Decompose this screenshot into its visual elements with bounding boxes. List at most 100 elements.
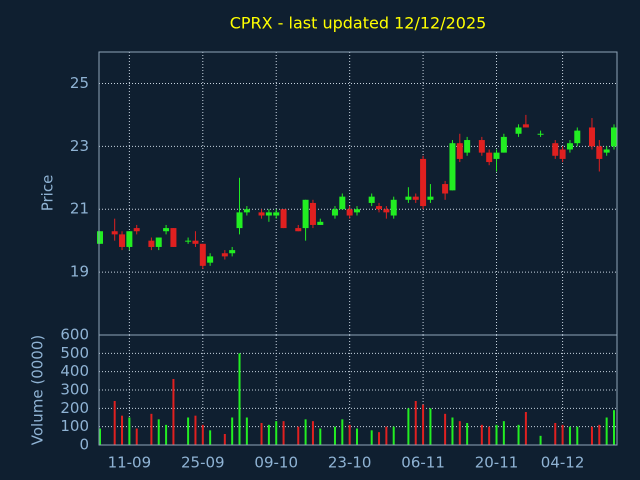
volume-bar	[554, 423, 557, 445]
volume-bar	[194, 415, 197, 445]
candle-body	[405, 196, 412, 200]
candle-body	[354, 209, 360, 213]
candle-body	[420, 158, 427, 207]
candle-body	[243, 209, 250, 213]
y-tick-label: 25	[70, 74, 89, 92]
x-tick-label: 20-11	[475, 454, 519, 472]
volume-bar	[201, 424, 204, 445]
volume-bar	[502, 421, 505, 445]
candle-body	[273, 212, 280, 216]
candle-body	[412, 196, 419, 200]
volume-bar	[576, 426, 579, 445]
volume-bar	[99, 428, 101, 445]
volume-bar	[598, 424, 601, 445]
candle-body	[163, 228, 170, 232]
volume-bar	[414, 401, 417, 445]
candle-body	[331, 209, 338, 216]
volume-bar	[444, 413, 447, 445]
candle-body	[295, 228, 302, 232]
volume-bar	[539, 435, 542, 445]
volume-bar	[319, 428, 322, 445]
volume-bar	[113, 401, 116, 445]
candle-body	[207, 256, 214, 263]
volume-bar	[466, 423, 469, 445]
candle-body	[317, 221, 324, 225]
volume-bar	[422, 404, 425, 445]
y-tick-label: 21	[70, 200, 89, 218]
volume-bar	[304, 419, 307, 445]
volume-tick-label: 200	[60, 399, 89, 417]
candle-body	[603, 149, 610, 153]
y-tick-label: 19	[70, 263, 89, 281]
candle-body	[236, 212, 243, 229]
candle-body	[97, 231, 103, 244]
candle-body	[566, 143, 573, 150]
volume-bar	[128, 417, 131, 445]
candle-body	[192, 240, 199, 244]
volume-bar	[480, 424, 483, 445]
volume-bar	[356, 428, 358, 445]
x-tick-label: 06-11	[401, 454, 445, 472]
volume-bar	[238, 353, 241, 445]
candle-body	[596, 146, 603, 159]
candle-body	[383, 209, 390, 213]
candle-body	[309, 202, 316, 225]
volume-tick-label: 600	[60, 326, 89, 344]
volume-tick-label: 400	[60, 362, 89, 380]
candle-body	[258, 212, 265, 216]
x-tick-label: 04-12	[541, 454, 585, 472]
volume-bar	[488, 426, 491, 445]
candle-body	[464, 140, 471, 153]
volume-bar	[187, 417, 190, 445]
volume-bar	[333, 426, 336, 445]
volume-bar	[590, 426, 593, 445]
volume-bar	[561, 424, 564, 445]
volume-bar	[341, 419, 344, 445]
volume-bar	[451, 417, 454, 445]
volume-bar	[348, 424, 351, 445]
volume-panel-frame	[98, 334, 618, 446]
volume-axis-label: Volume (0000)	[29, 335, 47, 445]
candle-body	[133, 228, 140, 232]
volume-bar	[231, 417, 234, 445]
candle-body	[427, 196, 434, 200]
candle-body	[442, 184, 449, 194]
volume-tick-label: 100	[60, 417, 89, 435]
volume-bar	[297, 426, 300, 445]
candle-body	[368, 196, 375, 203]
volume-tick-label: 500	[60, 344, 89, 362]
x-tick-label: 09-10	[254, 454, 298, 472]
candle-body	[588, 127, 595, 147]
y-tick-label: 23	[70, 137, 89, 155]
volume-bar	[209, 430, 212, 445]
candle-body	[111, 231, 118, 235]
candle-body	[199, 243, 206, 266]
volume-bar	[370, 430, 373, 445]
volume-bar	[165, 424, 168, 445]
volume-bar	[282, 421, 285, 445]
candle-body	[537, 133, 544, 135]
candle-body	[478, 140, 485, 153]
volume-bar	[311, 421, 314, 445]
volume-bar	[275, 421, 278, 445]
candle-body	[552, 143, 559, 156]
volume-bar	[407, 408, 410, 445]
volume-bar	[245, 417, 248, 445]
candle-body	[119, 234, 126, 247]
candle-body	[376, 206, 383, 210]
candle-body	[390, 199, 397, 216]
x-tick-label: 25-09	[181, 454, 225, 472]
volume-bar	[157, 419, 160, 445]
candle-body	[559, 149, 566, 159]
volume-bar	[613, 410, 615, 445]
candle-body	[500, 136, 507, 153]
candle-body	[574, 130, 581, 144]
candle-body	[185, 240, 192, 242]
x-tick-label: 23-10	[328, 454, 372, 472]
volume-bar	[150, 413, 153, 445]
candle-body	[339, 196, 346, 210]
volume-bar	[378, 432, 381, 445]
volume-bar	[121, 415, 124, 445]
